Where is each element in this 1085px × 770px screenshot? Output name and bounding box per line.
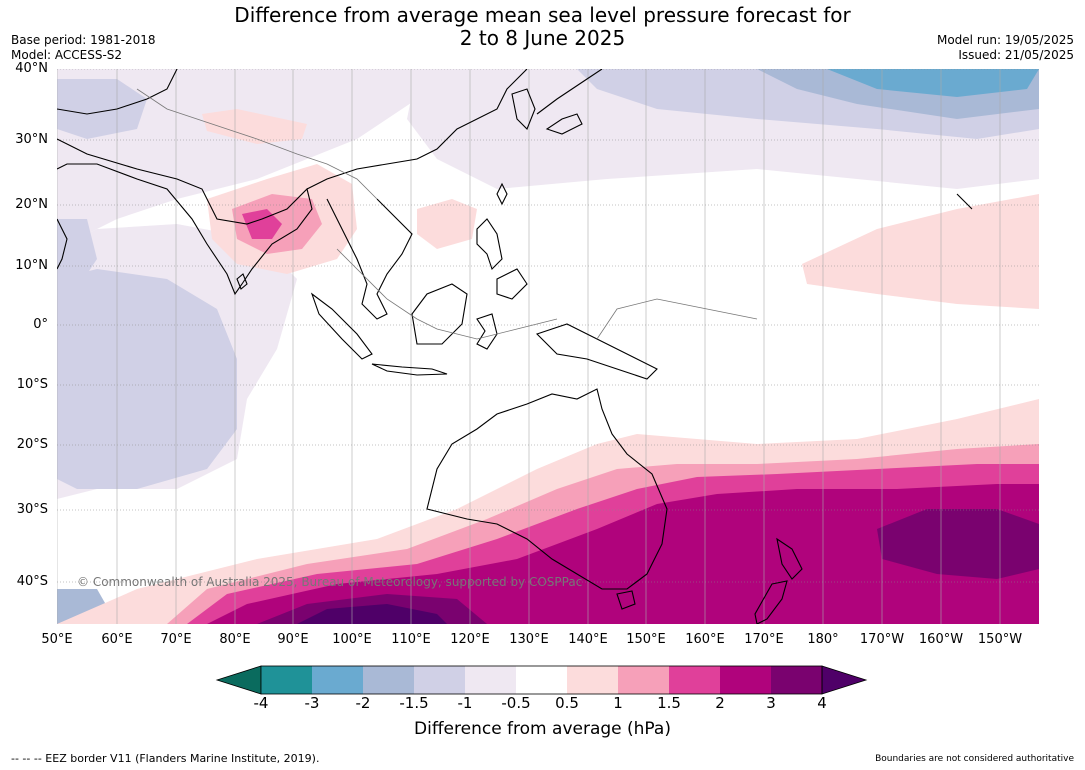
eez-border-icon	[136, 88, 758, 340]
lat-label: 40°N	[15, 61, 48, 76]
lat-label: 10°N	[15, 258, 48, 273]
colorbar-tick-label: 1	[613, 694, 623, 712]
colorbar-segment	[821, 665, 868, 695]
model-run: Model run: 19/05/2025	[936, 33, 1074, 47]
colorbar-segment	[261, 666, 312, 694]
colorbar-segment	[720, 666, 771, 694]
lat-label: 10°S	[16, 377, 48, 392]
lon-label: 160°W	[918, 632, 964, 647]
colorbar-tick-label: -2	[355, 694, 371, 712]
lon-label: 120°E	[450, 632, 490, 647]
lat-label: 20°S	[16, 437, 48, 452]
eez-legend-text: -- -- -- EEZ border V11 (Flanders Marine…	[11, 752, 320, 765]
base-period: Base period: 1981-2018	[11, 33, 156, 47]
colorbar-segment	[567, 666, 618, 694]
lon-label: 150°E	[626, 632, 666, 647]
lon-label: 180°	[807, 632, 839, 647]
lon-label: 50°E	[41, 632, 73, 647]
colorbar-segment	[669, 666, 720, 694]
colorbar-tick-label: -0.5	[501, 694, 531, 712]
lon-label: 100°E	[332, 632, 372, 647]
lon-label: 80°E	[219, 632, 251, 647]
lon-label: 170°E	[744, 632, 784, 647]
lon-label: 130°E	[509, 632, 549, 647]
graticule	[57, 69, 1039, 624]
colorbar-segment	[363, 666, 414, 694]
colorbar-tick-label: 2	[715, 694, 725, 712]
lon-label: 140°E	[568, 632, 608, 647]
lat-label: 0°	[33, 317, 48, 332]
meta-left: Base period: 1981-2018 Model: ACCESS-S2	[11, 33, 156, 63]
lon-label: 150°W	[977, 632, 1023, 647]
colorbar-tick-label: -1	[457, 694, 473, 712]
colorbar-segment	[215, 665, 262, 695]
lat-label: 40°S	[16, 574, 48, 589]
positive-anomaly-fields	[57, 109, 1039, 624]
title-line-2: 2 to 8 June 2025	[459, 26, 626, 50]
colorbar-tick-label: -3	[304, 694, 320, 712]
colorbar-tick-label: 1.5	[657, 694, 681, 712]
disclaimer-text: Boundaries are not considered authoritat…	[875, 754, 1074, 764]
colorbar-segment	[465, 666, 516, 694]
colorbar-segment	[516, 666, 567, 694]
lon-label: 110°E	[391, 632, 431, 647]
colorbar-segment	[414, 666, 465, 694]
colorbar-segment	[771, 666, 822, 694]
lon-label: 170°W	[859, 632, 905, 647]
colorbar-segment	[618, 666, 669, 694]
colorbar-tick-label: -1.5	[399, 694, 429, 712]
colorbar-title: Difference from average (hPa)	[414, 719, 671, 739]
colorbar-frame	[260, 665, 823, 695]
lon-label: 70°E	[160, 632, 192, 647]
anomaly-map: © Commonwealth of Australia 2025, Bureau…	[57, 69, 1039, 624]
colorbar	[215, 665, 868, 695]
landmass-outline-icon	[57, 69, 973, 624]
colorbar-tick-label: 4	[817, 694, 827, 712]
lat-label: 30°S	[16, 502, 48, 517]
lon-label: 90°E	[277, 632, 309, 647]
lat-label: 30°N	[15, 132, 48, 147]
lon-label: 160°E	[685, 632, 725, 647]
colorbar-segment	[312, 666, 363, 694]
meta-right: Model run: 19/05/2025 Issued: 21/05/2025	[937, 33, 1074, 63]
colorbar-tick-label: 3	[766, 694, 776, 712]
lon-label: 60°E	[101, 632, 133, 647]
colorbar-tick-label: -4	[253, 694, 269, 712]
copyright-text: © Commonwealth of Australia 2025, Bureau…	[77, 575, 582, 589]
model-name: Model: ACCESS-S2	[11, 48, 123, 62]
chart-title: Difference from average mean sea level p…	[0, 4, 1085, 50]
issued-date: Issued: 21/05/2025	[958, 48, 1074, 62]
lat-label: 20°N	[15, 197, 48, 212]
colorbar-tick-label: 0.5	[555, 694, 579, 712]
title-line-1: Difference from average mean sea level p…	[234, 3, 851, 27]
